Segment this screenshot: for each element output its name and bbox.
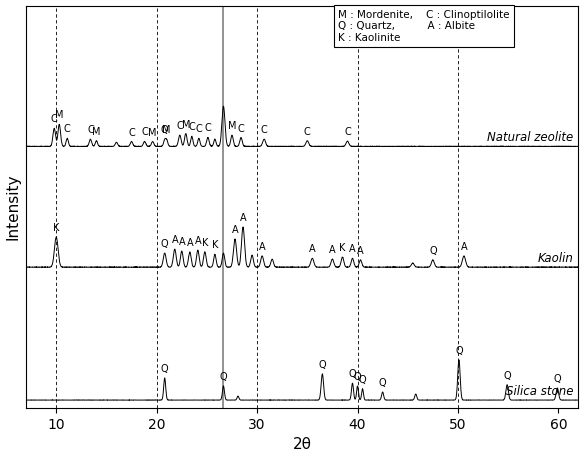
X-axis label: 2θ: 2θ xyxy=(293,437,312,453)
Text: M: M xyxy=(162,125,171,135)
Text: Q: Q xyxy=(379,378,387,388)
Text: Q: Q xyxy=(318,360,326,370)
Text: A: A xyxy=(179,237,185,247)
Text: C: C xyxy=(64,125,71,134)
Text: M: M xyxy=(55,110,64,120)
Text: M: M xyxy=(228,121,237,131)
Text: K: K xyxy=(212,240,218,250)
Text: A: A xyxy=(172,235,178,245)
Text: Silica stone: Silica stone xyxy=(506,385,573,398)
Text: A: A xyxy=(232,225,238,235)
Text: Q: Q xyxy=(503,371,511,381)
Text: A: A xyxy=(309,244,315,254)
Text: M: M xyxy=(92,127,100,137)
Text: M : Mordenite,    C : Clinoptilolite
Q : Quartz,          A : Albite
K : Kaolini: M : Mordenite, C : Clinoptilolite Q : Qu… xyxy=(338,10,510,43)
Text: C: C xyxy=(176,121,183,131)
Text: A: A xyxy=(349,244,356,254)
Text: A: A xyxy=(329,245,336,255)
Text: M: M xyxy=(182,120,190,130)
Text: C: C xyxy=(344,127,351,137)
Text: Q: Q xyxy=(429,246,437,256)
Text: K: K xyxy=(53,223,60,233)
Text: Kaolin: Kaolin xyxy=(537,252,573,265)
Text: Q: Q xyxy=(455,346,463,356)
Text: Q: Q xyxy=(161,125,169,135)
Text: C: C xyxy=(204,123,211,133)
Text: C: C xyxy=(260,125,267,135)
Text: C: C xyxy=(196,125,202,134)
Text: Q: Q xyxy=(161,239,169,249)
Text: A: A xyxy=(186,238,193,248)
Text: Q: Q xyxy=(349,369,356,379)
Text: Natural zeolite: Natural zeolite xyxy=(487,131,573,144)
Text: A: A xyxy=(239,213,246,223)
Text: Q: Q xyxy=(554,374,561,384)
Text: A: A xyxy=(461,242,467,252)
Text: C: C xyxy=(304,127,311,137)
Text: K: K xyxy=(339,243,346,253)
Text: C: C xyxy=(128,128,135,137)
Text: Q: Q xyxy=(359,375,366,385)
Text: A: A xyxy=(357,246,364,256)
Text: A: A xyxy=(259,242,265,252)
Text: M: M xyxy=(148,128,157,137)
Text: C: C xyxy=(51,114,58,125)
Y-axis label: Intensity: Intensity xyxy=(6,174,20,240)
Text: Q: Q xyxy=(220,372,227,382)
Text: K: K xyxy=(201,238,208,248)
Text: A: A xyxy=(194,236,201,246)
Text: C: C xyxy=(189,122,195,132)
Text: Q: Q xyxy=(354,372,361,382)
Text: C: C xyxy=(141,127,148,137)
Text: C: C xyxy=(87,125,94,135)
Text: C: C xyxy=(238,124,244,134)
Text: Q: Q xyxy=(161,364,169,374)
